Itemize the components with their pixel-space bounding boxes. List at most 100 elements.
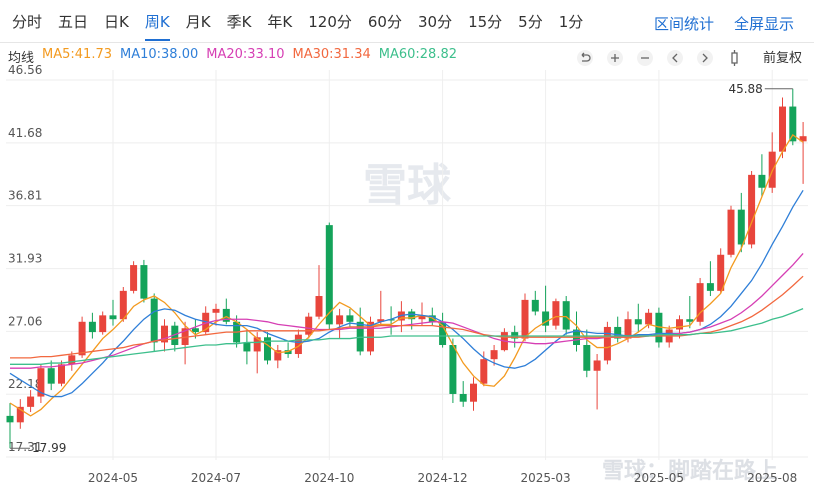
tab[interactable]: 60分 <box>367 13 402 31</box>
ma-legend: 均线 MA5:41.73 MA10:38.00 MA20:33.10 MA30:31.3… <box>8 47 457 66</box>
x-tick-label: 2024-10 <box>304 471 354 485</box>
candle-body <box>696 283 704 322</box>
candle-body <box>686 319 694 322</box>
toolbar-link[interactable]: 全屏显示 <box>734 15 795 33</box>
candle-body <box>624 319 632 339</box>
ma-label: 均线 <box>8 51 35 66</box>
watermark: 雪球 <box>363 160 452 211</box>
tab[interactable]: 周K <box>144 1 170 41</box>
candle-body <box>748 174 756 245</box>
candle-body <box>243 342 251 352</box>
tab[interactable]: 1分 <box>558 13 584 31</box>
right-icon[interactable] <box>697 50 713 66</box>
candle-body <box>27 396 35 407</box>
min-label: 17.99 <box>32 441 66 455</box>
candle-body <box>717 254 725 291</box>
footer-watermark: 雪球：脚踏在路上 <box>602 458 778 484</box>
legend-entry: MA30:31.34 <box>292 47 371 62</box>
candle-body <box>779 106 786 152</box>
candle-body <box>336 315 344 325</box>
tab[interactable]: 5分 <box>518 13 543 31</box>
candle-body <box>264 337 271 361</box>
y-tick-label: 36.81 <box>8 189 42 203</box>
candle-body <box>737 209 745 245</box>
candle-body <box>58 364 65 384</box>
tab[interactable]: 月K <box>185 13 211 31</box>
candle-body <box>459 393 467 402</box>
adjust-button[interactable]: 前复权 <box>762 51 802 66</box>
x-tick-label: 2025-08 <box>747 471 797 485</box>
legend-entry: MA5:41.73 <box>42 47 112 62</box>
candle-body <box>305 316 313 335</box>
candle-body <box>88 321 96 333</box>
candle-body <box>634 319 642 325</box>
y-tick-label: 41.68 <box>8 126 42 140</box>
candle-body <box>799 136 807 142</box>
candle-body <box>593 360 601 371</box>
candle-body <box>727 209 735 255</box>
x-tick-label: 2024-12 <box>418 471 468 485</box>
ma-line <box>10 253 804 369</box>
candle-body <box>274 350 282 361</box>
undo-icon[interactable] <box>577 50 593 66</box>
left-icon[interactable] <box>667 50 683 66</box>
candle-body <box>542 311 550 326</box>
candle-body <box>294 334 302 355</box>
candle-body <box>130 265 138 291</box>
candle-body <box>16 406 24 423</box>
candle-body <box>222 308 230 322</box>
tab[interactable]: 日K <box>104 13 129 31</box>
tab[interactable]: 五日 <box>58 13 89 31</box>
toolbar-link[interactable]: 区间统计 <box>654 15 715 33</box>
candle-body <box>521 299 529 339</box>
tab[interactable]: 30分 <box>417 13 453 31</box>
legend-entry: MA20:33.10 <box>206 47 285 62</box>
x-tick-label: 2024-07 <box>191 471 241 485</box>
tab[interactable]: 120分 <box>308 13 352 31</box>
candle-body <box>603 326 611 361</box>
x-tick-label: 2025-05 <box>634 471 684 485</box>
candle-body <box>562 301 570 330</box>
candle-body <box>140 265 148 299</box>
ma-line <box>10 308 804 365</box>
candle-body <box>449 344 457 394</box>
candle-body <box>758 174 766 188</box>
candle-body <box>212 308 220 313</box>
candle-body <box>490 350 498 360</box>
candle-body <box>68 355 76 365</box>
y-tick-label: 17.31 <box>8 440 42 454</box>
candle-body <box>480 359 488 384</box>
tab[interactable]: 分时 <box>12 13 43 31</box>
candle-body <box>614 326 622 339</box>
candle-body <box>706 283 714 291</box>
candle-body <box>645 312 653 325</box>
candle-body <box>99 315 107 333</box>
tab[interactable]: 15分 <box>468 13 503 31</box>
max-label: 45.88 <box>728 82 762 96</box>
candle-body <box>408 311 416 320</box>
tab[interactable]: 季K <box>226 13 252 31</box>
candle-body <box>676 319 683 330</box>
ma-line <box>9 133 804 417</box>
candle-body <box>37 368 45 397</box>
candle-icon[interactable] <box>731 52 738 64</box>
candle-body <box>109 315 117 320</box>
candle-body <box>191 328 199 333</box>
tab-bar: 分时 五日 日K 周K 月K 季K 年K 120分 60分 30分 15分 5分 1分 区间统计 全屏显示 <box>0 0 814 43</box>
y-tick-label: 46.56 <box>8 63 42 77</box>
candle-body <box>78 321 86 356</box>
tool-icons <box>577 50 738 66</box>
candle-body <box>119 290 127 320</box>
candle-body <box>531 299 539 312</box>
candle-body <box>150 298 158 343</box>
candle-body <box>439 321 447 345</box>
y-tick-label: 22.18 <box>8 377 42 391</box>
tab[interactable]: 年K <box>267 13 293 31</box>
legend-entry: MA10:38.00 <box>120 47 199 62</box>
y-tick-label: 27.06 <box>8 314 42 328</box>
candle-body <box>6 415 14 423</box>
ma-line <box>9 189 804 398</box>
candle-body <box>346 315 354 322</box>
